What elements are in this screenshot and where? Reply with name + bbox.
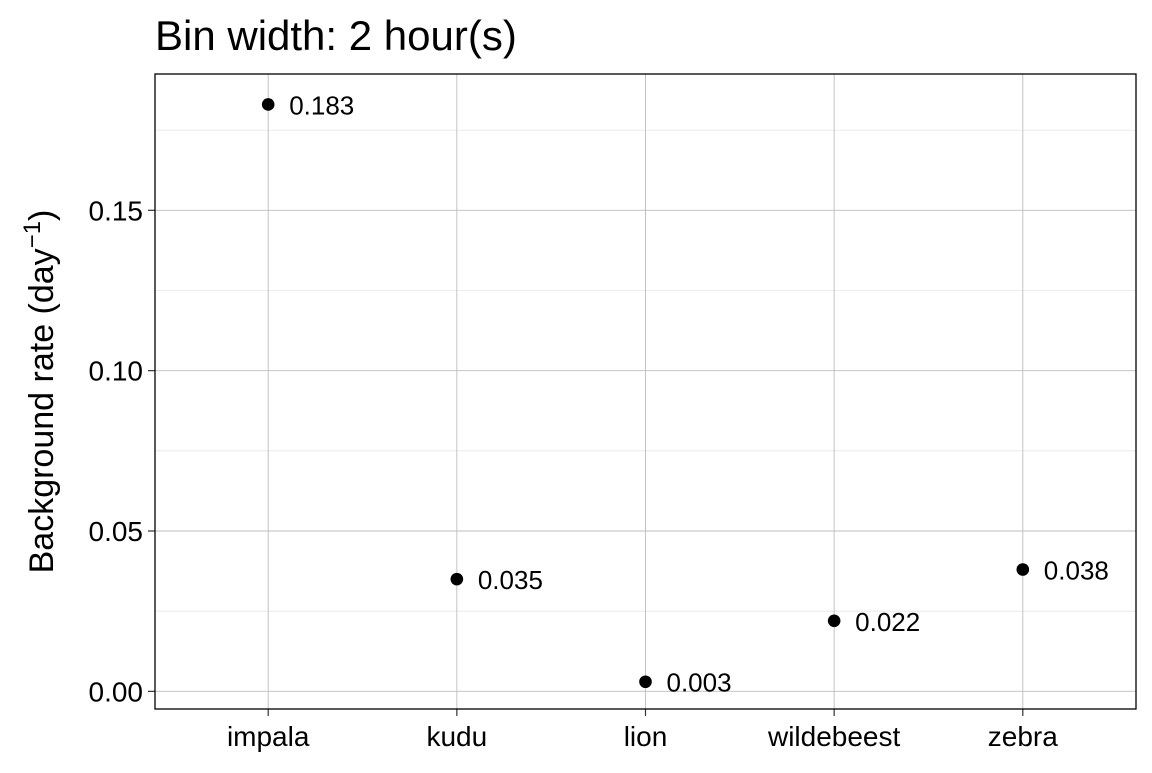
- y-tick-label: 0.05: [89, 516, 144, 547]
- y-tick-label: 0.10: [89, 356, 144, 387]
- y-tick-label: 0.15: [89, 195, 144, 226]
- data-label: 0.003: [667, 668, 732, 698]
- data-point: [1016, 563, 1030, 576]
- x-tick-label: lion: [624, 721, 668, 752]
- data-labels-layer: 0.183 0.035 0.003 0.022 0.038: [289, 90, 1109, 697]
- y-axis-title: Background rate (day−1): [19, 210, 61, 574]
- y-axis-title-main: Background rate (day: [23, 248, 61, 573]
- y-axis-title-suffix: ): [23, 210, 61, 221]
- data-label: 0.183: [289, 90, 354, 120]
- x-tick-label: kudu: [426, 721, 487, 752]
- points-layer: [261, 98, 1030, 689]
- data-point: [261, 98, 275, 111]
- y-axis-title-superscript: −1: [19, 221, 46, 248]
- x-tick-label: wildebeest: [767, 721, 901, 752]
- y-axis-ticks: 0.00 0.05 0.10 0.15: [89, 195, 155, 707]
- plot-panel-border: [154, 73, 1137, 710]
- x-tick-label: impala: [227, 721, 310, 752]
- data-point: [827, 614, 841, 628]
- data-label: 0.022: [855, 607, 920, 637]
- data-label: 0.035: [478, 565, 543, 595]
- grid-layer: [155, 74, 1136, 709]
- data-point: [450, 572, 464, 586]
- y-tick-label: 0.00: [89, 676, 144, 707]
- data-label: 0.038: [1044, 555, 1109, 585]
- x-axis-ticks: impala kudu lion wildebeest zebra: [227, 709, 1058, 752]
- chart-title: Bin width: 2 hour(s): [155, 12, 517, 59]
- data-point: [639, 675, 652, 689]
- x-tick-label: zebra: [988, 721, 1058, 752]
